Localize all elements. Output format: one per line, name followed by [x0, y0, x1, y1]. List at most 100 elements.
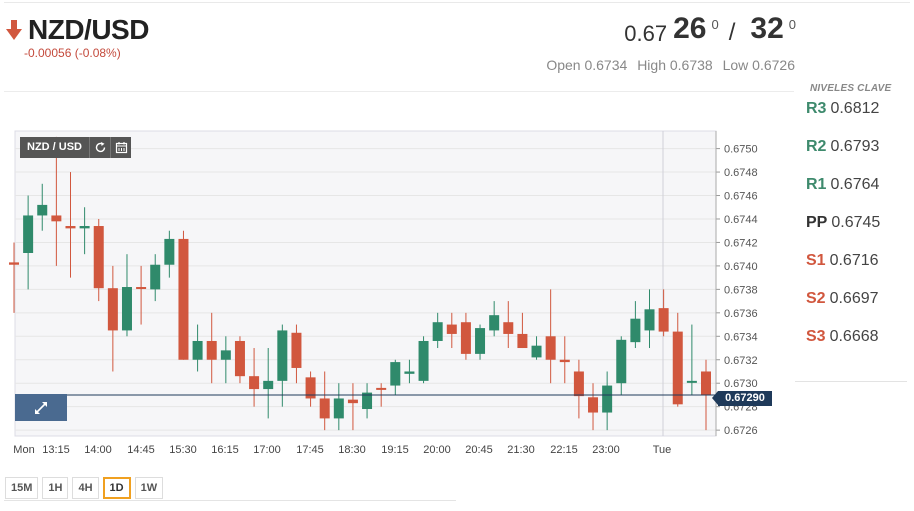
timeframe-15m[interactable]: 15M	[5, 477, 39, 499]
current-price-badge: 0.67290	[712, 391, 772, 406]
open-value: Open 0.6734	[546, 57, 628, 73]
calendar-icon	[115, 142, 127, 154]
candle-body-down	[51, 215, 62, 222]
candlestick-chart[interactable]: 0.6750 0.6748 0.6746 0.6744 0.6742 0.6740 0.67…	[0, 0, 914, 470]
key-levels-divider	[795, 381, 907, 382]
key-level-r3: R3 0.6812	[806, 100, 880, 117]
timeframe-1h[interactable]: 1H	[42, 477, 69, 499]
candle-body-up	[489, 315, 500, 331]
key-level-s2: S2 0.6697	[806, 290, 879, 307]
x-tick-label: 23:00	[592, 444, 620, 456]
candle-body-down	[545, 336, 556, 360]
candle-body-up	[121, 287, 132, 331]
candle-body-down	[178, 238, 189, 360]
x-tick-label: 18:30	[338, 444, 366, 456]
plot-background	[14, 130, 717, 437]
expand-chart-button[interactable]	[15, 394, 67, 421]
bid-value: 26	[673, 12, 707, 45]
refresh-icon	[95, 142, 105, 153]
y-tick-label: 0.6734	[724, 331, 758, 343]
y-tick-label: 0.6750	[724, 144, 758, 156]
chart-toolbar: NZD / USD	[20, 137, 131, 158]
quote-separator: /	[728, 19, 736, 46]
candle-body-up	[644, 309, 655, 331]
y-tick-label: 0.6738	[724, 284, 758, 296]
bid-ask-quote: 0.67 26 0 / 32 0	[624, 12, 796, 47]
candle-body-up	[602, 385, 613, 413]
low-value: Low 0.6726	[722, 57, 795, 73]
chart-canvas[interactable]: 0.6750 0.6748 0.6746 0.6744 0.6742 0.6740 0.67…	[0, 0, 914, 470]
chart-symbol-label: NZD / USD	[20, 137, 89, 158]
candle-body-down	[9, 262, 19, 265]
header-divider	[4, 91, 794, 92]
candle-body-up	[390, 362, 401, 386]
candle-body-up	[164, 238, 175, 265]
y-tick-label: 0.6730	[724, 378, 758, 390]
candle-body-up	[220, 350, 231, 360]
ohl-stats: Open 0.6734 High 0.6738 Low 0.6726	[540, 57, 795, 73]
candle-body-down	[573, 371, 584, 397]
candle-body-up	[333, 398, 344, 419]
y-tick-label: 0.6726	[724, 425, 758, 437]
candle-body-up	[362, 392, 373, 410]
candle-body-up	[37, 204, 48, 216]
x-tick-label: 19:15	[381, 444, 409, 456]
candle-body-down	[65, 226, 76, 229]
candle-body-down	[376, 387, 387, 390]
expand-icon	[35, 401, 47, 414]
calendar-button[interactable]	[110, 137, 131, 158]
candle-body-down	[460, 322, 471, 354]
candle-body-up	[23, 215, 34, 253]
candle-body-up	[404, 371, 415, 374]
x-tick-label: 13:15	[42, 444, 70, 456]
candle-body-up	[277, 330, 288, 381]
x-tick-label: 16:15	[211, 444, 239, 456]
price-change: -0.00056 (-0.08%)	[24, 46, 121, 60]
candle-body-down	[701, 371, 711, 395]
x-tick-label: Tue	[653, 444, 672, 456]
down-arrow-icon	[6, 20, 22, 40]
y-tick-label: 0.6744	[724, 214, 758, 226]
candle-body-down	[559, 359, 570, 363]
x-tick-label: 15:30	[169, 444, 197, 456]
candle-body-down	[107, 288, 118, 331]
y-tick-label: 0.6746	[724, 191, 758, 203]
x-tick-label: 20:00	[423, 444, 451, 456]
key-level-s3: S3 0.6668	[806, 328, 879, 345]
candle-body-down	[136, 287, 147, 290]
quote-prefix: 0.67	[624, 21, 668, 46]
timeframe-selector: 15M 1H 4H 1D 1W	[5, 477, 167, 499]
y-tick-label: 0.6748	[724, 167, 758, 179]
candle-body-down	[291, 332, 302, 368]
timeframe-1w[interactable]: 1W	[134, 477, 164, 499]
y-tick-label: 0.6742	[724, 237, 758, 249]
timeframe-divider	[4, 500, 456, 501]
candle-body-down	[319, 398, 330, 419]
candle-body-up	[686, 380, 697, 383]
candle-body-down	[446, 324, 457, 334]
ask-pip: 0	[788, 17, 796, 32]
key-level-s1: S1 0.6716	[806, 252, 879, 269]
candle-body-up	[192, 340, 203, 360]
candle-body-up	[418, 340, 429, 381]
candle-body-down	[234, 340, 245, 377]
timeframe-1d[interactable]: 1D	[102, 477, 131, 499]
bid-pip: 0	[711, 17, 719, 32]
x-tick-label: 14:45	[127, 444, 155, 456]
key-level-pp: PP 0.6745	[806, 214, 881, 231]
x-tick-label: 20:45	[465, 444, 493, 456]
instrument-header: NZD/USD	[4, 14, 149, 46]
key-levels-title: NIVELES CLAVE	[810, 83, 892, 94]
key-levels-panel: NIVELES CLAVE R3 0.6812 R2 0.6793 R1 0.6764…	[806, 83, 906, 366]
candle-body-down	[672, 331, 683, 405]
refresh-button[interactable]	[89, 137, 110, 158]
candle-body-up	[531, 345, 542, 358]
candle-body-up	[263, 380, 274, 390]
x-tick-label: 21:30	[507, 444, 535, 456]
x-tick-label: 17:45	[296, 444, 324, 456]
candle-body-up	[79, 226, 90, 229]
timeframe-4h[interactable]: 4H	[72, 477, 99, 499]
y-tick-label: 0.6740	[724, 261, 758, 273]
candle-body-up	[630, 318, 641, 343]
x-tick-label: Mon	[13, 444, 34, 456]
